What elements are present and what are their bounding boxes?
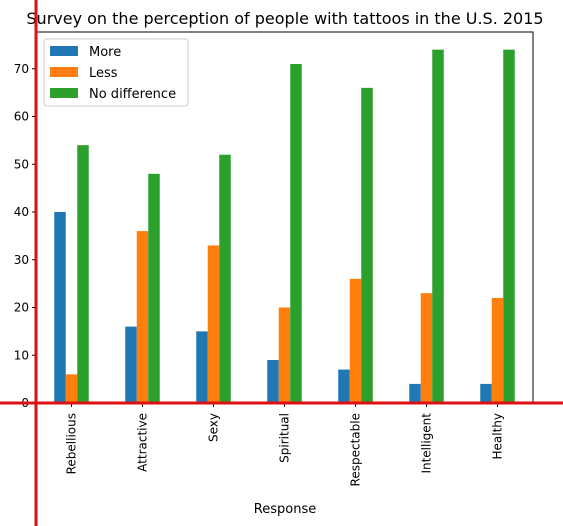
plot-area: [35, 31, 534, 404]
bar-more-attractive: [125, 326, 137, 403]
x-tick-label: Intelligent: [420, 413, 434, 474]
y-tick-label: 70: [14, 62, 29, 76]
legend: More Less No difference: [43, 38, 189, 107]
legend-swatch: [50, 46, 78, 56]
legend-swatch: [50, 88, 78, 98]
bar-more-rebellious: [54, 212, 66, 403]
x-tick-label: Rebellious: [65, 413, 79, 474]
bar-no-difference-spiritual: [290, 63, 302, 404]
legend-label: No difference: [89, 87, 176, 102]
bar-less-rebellious: [65, 374, 78, 403]
legend-label: Less: [89, 66, 118, 81]
x-tick-label: Healthy: [491, 413, 505, 460]
y-tick-label: 60: [14, 110, 29, 124]
y-tick-label: 40: [14, 205, 29, 219]
bar-less-intelligent: [420, 293, 433, 403]
bar-less-healthy: [491, 297, 504, 403]
bar-no-difference-intelligent: [432, 49, 444, 404]
x-tick-label: Sexy: [207, 413, 221, 442]
bar-no-difference-respectable: [361, 87, 373, 404]
bar-less-attractive: [136, 231, 149, 403]
y-tick-label: 30: [14, 253, 29, 267]
y-axis: 010203040506070: [14, 62, 36, 410]
x-axis-label: Response: [254, 502, 316, 517]
bar-no-difference-attractive: [148, 173, 160, 403]
x-tick-label: Attractive: [136, 413, 150, 472]
x-axis: Rebellious Attractive Sexy Spiritual Respect…: [65, 403, 505, 486]
legend-swatch: [50, 67, 78, 77]
chart-title: Survey on the perception of people with …: [26, 9, 543, 28]
bar-more-respectable: [338, 369, 350, 403]
bar-less-sexy: [207, 245, 220, 403]
x-tick-label: Respectable: [349, 413, 363, 486]
bar-more-sexy: [196, 331, 208, 403]
legend-box: [43, 38, 189, 107]
bar-less-respectable: [349, 278, 362, 403]
y-tick-label: 20: [14, 301, 29, 315]
y-tick-label: 10: [14, 348, 29, 362]
bar-no-difference-healthy: [503, 49, 515, 404]
bar-no-difference-rebellious: [77, 145, 89, 403]
y-tick-label: 50: [14, 157, 29, 171]
bar-more-spiritual: [267, 360, 279, 403]
x-tick-label: Spiritual: [278, 413, 292, 463]
bar-more-healthy: [480, 383, 492, 403]
bar-less-spiritual: [278, 307, 291, 403]
bar-more-intelligent: [409, 383, 421, 403]
bar-no-difference-sexy: [219, 154, 231, 403]
legend-label: More: [89, 45, 121, 60]
